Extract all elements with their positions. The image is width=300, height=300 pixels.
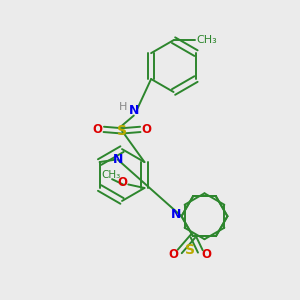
Text: O: O (142, 123, 152, 136)
Text: O: O (169, 248, 179, 261)
Text: CH₃: CH₃ (101, 170, 120, 180)
Text: H: H (119, 102, 128, 112)
Text: N: N (113, 153, 123, 166)
Text: O: O (92, 123, 102, 136)
Text: O: O (117, 176, 128, 190)
Text: CH₃: CH₃ (196, 35, 217, 45)
Text: N: N (129, 104, 139, 117)
Text: O: O (201, 248, 211, 261)
Text: N: N (171, 208, 181, 221)
Text: S: S (185, 243, 195, 256)
Text: S: S (117, 124, 127, 138)
